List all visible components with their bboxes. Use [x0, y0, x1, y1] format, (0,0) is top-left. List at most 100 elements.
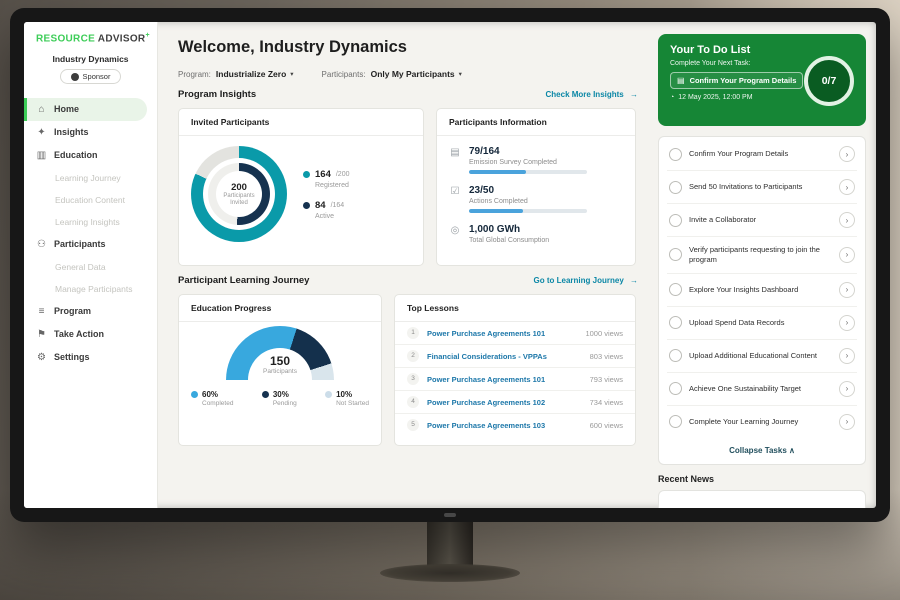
task-row[interactable]: Upload Additional Educational Content ›: [667, 340, 857, 373]
task-row[interactable]: Confirm Your Program Details ›: [667, 138, 857, 171]
logo-plus: +: [145, 32, 150, 39]
collapse-label: Collapse Tasks: [729, 445, 787, 455]
task-checkbox[interactable]: [669, 180, 682, 194]
lesson-views: 803 views: [589, 351, 623, 361]
check-more-insights-link[interactable]: Check More Insights →: [546, 90, 638, 99]
insights-icon: ✦: [37, 126, 46, 138]
consumption-stat: ◎ 1,000 GWh Total Global Consumption: [449, 224, 623, 248]
sidebar-item-label: Education: [54, 150, 98, 161]
task-row[interactable]: Complete Your Learning Journey ›: [667, 406, 857, 438]
chevron-right-icon[interactable]: ›: [839, 146, 855, 162]
pending-dot-icon: [261, 391, 269, 398]
education-gauge: 150 Participants 60% Completed: [179, 322, 381, 407]
gauge-chart: 150 Participants: [226, 326, 334, 380]
lesson-row[interactable]: 1 Power Purchase Agreements 101 1000 vie…: [395, 322, 635, 345]
task-row[interactable]: Explore Your Insights Dashboard ›: [667, 274, 857, 307]
sidebar-item-general-data[interactable]: General Data: [55, 261, 106, 272]
sidebar-item-program[interactable]: ≡ Program: [24, 300, 157, 323]
task-checkbox[interactable]: [669, 316, 682, 329]
legend-active: 84/164 Active: [303, 200, 349, 220]
task-row[interactable]: Upload Spend Data Records ›: [667, 307, 857, 340]
collapse-tasks-link[interactable]: Collapse Tasks ∧: [667, 438, 857, 463]
sidebar-item-manage-participants[interactable]: Manage Participants: [55, 283, 133, 294]
lesson-link[interactable]: Power Purchase Agreements 102: [427, 397, 546, 407]
invited-legend: 164/200 Registered 84/164 Active: [303, 169, 349, 220]
lesson-link[interactable]: Power Purchase Agreements 101: [427, 374, 546, 384]
sponsor-badge[interactable]: Sponsor: [59, 69, 122, 85]
legend-pct: 30%: [272, 390, 289, 399]
participants-filter[interactable]: Participants: Only My Participants ▾: [322, 69, 462, 79]
lesson-link[interactable]: Power Purchase Agreements 101: [427, 328, 546, 338]
lesson-rank: 5: [407, 419, 419, 431]
todo-header-card: Your To Do List Complete Your Next Task:…: [658, 34, 866, 126]
logo-primary: RESOURCE: [36, 33, 96, 45]
tasks-list-card: Confirm Your Program Details › Send 50 I…: [658, 136, 866, 465]
task-row[interactable]: Verify participants requesting to join t…: [667, 237, 857, 274]
task-label: Upload Additional Educational Content: [689, 350, 818, 360]
sidebar-item-home[interactable]: ⌂ Home: [24, 97, 147, 121]
chevron-right-icon[interactable]: ›: [839, 413, 855, 430]
stat-label: Emission Survey Completed: [469, 159, 557, 166]
task-label: Invite a Collaborator: [689, 215, 757, 225]
education-progress-card: Education Progress 150 Participants: [178, 294, 382, 446]
lesson-link[interactable]: Financial Considerations - VPPAs: [427, 351, 547, 361]
task-checkbox[interactable]: [669, 382, 682, 395]
lesson-row[interactable]: 4 Power Purchase Agreements 102 734 view…: [395, 391, 635, 414]
dashboard-screen: RESOURCE ADVISOR+ Industry Dynamics Spon…: [24, 22, 876, 508]
legend-total: /164: [330, 201, 345, 209]
sponsor-icon: [70, 72, 79, 81]
task-checkbox[interactable]: [669, 283, 682, 296]
sidebar-item-settings[interactable]: ⚙ Settings: [24, 346, 157, 369]
filter-bar: Program: Industrialize Zero ▾ Participan…: [178, 69, 638, 79]
lesson-row[interactable]: 3 Power Purchase Agreements 101 793 view…: [395, 368, 635, 391]
lesson-link[interactable]: Power Purchase Agreements 103: [427, 420, 546, 430]
chevron-right-icon[interactable]: ›: [839, 281, 855, 298]
chevron-right-icon[interactable]: ›: [839, 179, 855, 195]
task-checkbox[interactable]: [669, 213, 682, 227]
legend-not-started: 10% Not Started: [325, 390, 369, 407]
task-checkbox[interactable]: [669, 248, 682, 262]
task-checkbox[interactable]: [669, 349, 682, 362]
monitor-logo: [444, 513, 456, 517]
chevron-right-icon[interactable]: ›: [839, 246, 855, 263]
sidebar: RESOURCE ADVISOR+ Industry Dynamics Spon…: [24, 22, 158, 508]
stat-label: Total Global Consumption: [469, 237, 550, 244]
sidebar-item-take-action[interactable]: ⚑ Take Action: [24, 323, 157, 346]
next-task-chip[interactable]: ▤ Confirm Your Program Details: [670, 72, 804, 89]
stat-value: 1,000 GWh: [469, 224, 521, 235]
task-row[interactable]: Invite a Collaborator ›: [667, 204, 857, 237]
chevron-right-icon[interactable]: ›: [839, 347, 855, 364]
lesson-views: 793 views: [589, 374, 623, 384]
task-label: Achieve One Sustainability Target: [689, 383, 802, 393]
go-to-learning-journey-link[interactable]: Go to Learning Journey →: [534, 276, 638, 285]
legend-label: Registered: [315, 181, 349, 189]
sidebar-item-label: Participants: [54, 239, 106, 250]
task-checkbox[interactable]: [669, 415, 682, 428]
sidebar-item-learning-insights[interactable]: Learning Insights: [55, 216, 120, 227]
sidebar-item-learning-journey[interactable]: Learning Journey: [55, 172, 121, 183]
legend-label: Completed: [202, 400, 234, 407]
program-filter[interactable]: Program: Industrialize Zero ▾: [178, 69, 294, 79]
legend-label: Pending: [272, 400, 297, 407]
lesson-rank: 4: [407, 396, 419, 408]
task-row[interactable]: Send 50 Invitations to Participants ›: [667, 171, 857, 204]
lesson-row[interactable]: 2 Financial Considerations - VPPAs 803 v…: [395, 345, 635, 368]
chevron-right-icon[interactable]: ›: [839, 212, 855, 228]
task-checkbox[interactable]: [669, 147, 682, 161]
lesson-views: 600 views: [589, 420, 623, 430]
sidebar-item-insights[interactable]: ✦ Insights: [24, 121, 157, 144]
lesson-row[interactable]: 5 Power Purchase Agreements 103 600 view…: [395, 414, 635, 436]
sidebar-item-participants[interactable]: ⚇ Participants: [24, 233, 157, 256]
task-row[interactable]: Achieve One Sustainability Target ›: [667, 373, 857, 406]
chevron-right-icon[interactable]: ›: [839, 380, 855, 397]
chevron-right-icon[interactable]: ›: [839, 314, 855, 331]
recent-news-title: Recent News: [658, 473, 715, 484]
sidebar-item-education-content[interactable]: Education Content: [55, 194, 125, 205]
sidebar-item-education[interactable]: ▥ Education: [24, 144, 157, 167]
legend-label: Active: [315, 212, 335, 220]
invited-donut-chart: 200 Participants Invited: [191, 146, 287, 242]
card-title: Top Lessons: [395, 295, 635, 322]
card-title: Education Progress: [179, 295, 381, 322]
org-name: Industry Dynamics: [52, 54, 129, 65]
todo-title: Your To Do List: [670, 44, 751, 56]
